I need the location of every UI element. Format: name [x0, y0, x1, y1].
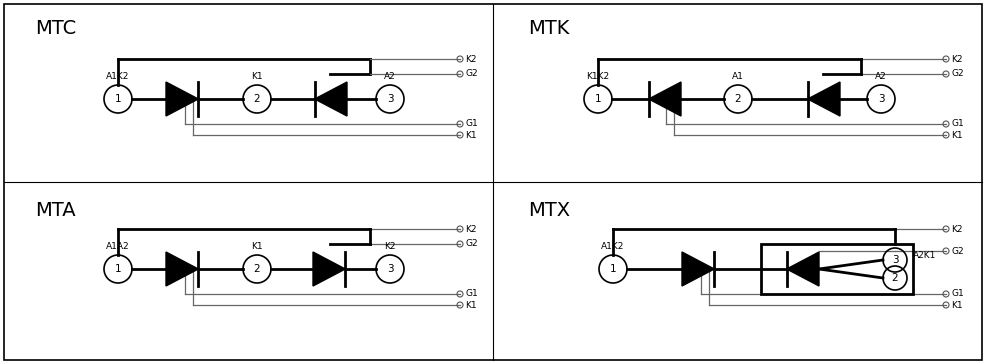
Polygon shape: [649, 82, 681, 116]
Text: A2: A2: [385, 72, 395, 81]
Text: A2K1: A2K1: [913, 252, 937, 261]
Polygon shape: [166, 82, 198, 116]
Text: G2: G2: [465, 70, 477, 79]
Text: 1: 1: [609, 264, 616, 274]
Text: 3: 3: [878, 94, 884, 104]
Text: A2: A2: [876, 72, 886, 81]
Polygon shape: [313, 252, 345, 286]
Text: G1: G1: [465, 119, 478, 128]
Text: MTC: MTC: [35, 19, 76, 38]
Text: K1: K1: [465, 131, 476, 139]
Text: A1K2: A1K2: [106, 72, 130, 81]
Text: A1: A1: [732, 72, 744, 81]
Text: K2: K2: [465, 225, 476, 233]
Text: 1: 1: [595, 94, 601, 104]
Polygon shape: [166, 252, 198, 286]
Text: K2: K2: [465, 55, 476, 63]
Text: K1K2: K1K2: [587, 72, 609, 81]
Text: 2: 2: [253, 94, 260, 104]
Text: G1: G1: [951, 289, 963, 298]
Text: K2: K2: [951, 55, 962, 63]
Bar: [761, 244, 913, 294]
Text: 3: 3: [891, 255, 898, 265]
Text: K1: K1: [251, 72, 263, 81]
Text: 3: 3: [387, 264, 393, 274]
Text: 3: 3: [387, 94, 393, 104]
Text: A1A2: A1A2: [106, 242, 130, 251]
Text: MTK: MTK: [528, 19, 569, 38]
Text: G2: G2: [951, 70, 963, 79]
Text: K2: K2: [385, 242, 395, 251]
Text: G1: G1: [951, 119, 963, 128]
Text: G2: G2: [465, 240, 477, 249]
Text: 1: 1: [114, 94, 121, 104]
Polygon shape: [787, 252, 819, 286]
Text: MTX: MTX: [528, 201, 570, 220]
Text: 2: 2: [891, 273, 898, 283]
Polygon shape: [682, 252, 714, 286]
Polygon shape: [315, 82, 347, 116]
Text: A1K2: A1K2: [601, 242, 625, 251]
Text: MTA: MTA: [35, 201, 76, 220]
Text: 2: 2: [253, 264, 260, 274]
Text: G1: G1: [465, 289, 478, 298]
Polygon shape: [808, 82, 840, 116]
Text: K1: K1: [465, 301, 476, 309]
Text: K2: K2: [951, 225, 962, 233]
Text: K1: K1: [251, 242, 263, 251]
Text: 1: 1: [114, 264, 121, 274]
Text: K1: K1: [951, 131, 962, 139]
Text: K1: K1: [951, 301, 962, 309]
Text: G2: G2: [951, 246, 963, 256]
Text: 2: 2: [735, 94, 741, 104]
